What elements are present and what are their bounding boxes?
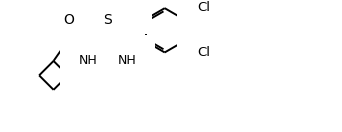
Text: S: S — [103, 13, 112, 27]
Text: NH: NH — [118, 53, 136, 67]
Text: O: O — [63, 13, 74, 27]
Text: Cl: Cl — [197, 1, 210, 14]
Text: Cl: Cl — [119, 1, 132, 14]
Text: NH: NH — [78, 53, 97, 67]
Text: Cl: Cl — [197, 46, 210, 59]
